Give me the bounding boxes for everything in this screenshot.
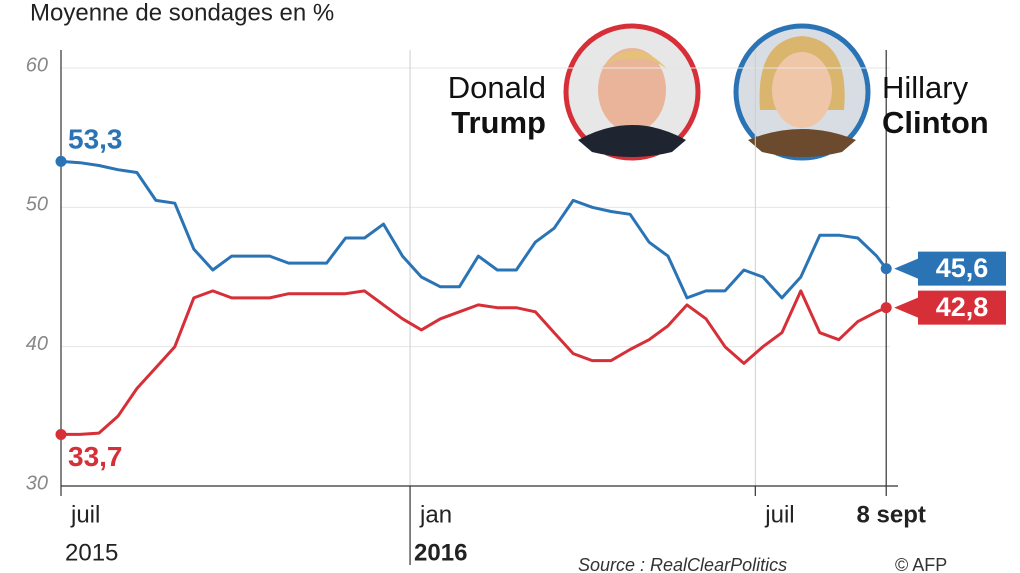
x-tick-label: juil [764,501,794,528]
x-tick-label: jan [419,501,452,528]
x-tick-label: 8 sept [857,501,926,528]
value-label: 53,3 [68,124,123,155]
series-line [61,289,887,436]
credit: © AFP [895,555,947,573]
value-label: 45,6 [936,253,989,283]
end-point [880,263,892,275]
y-tick-label: 40 [26,333,48,355]
trump-photo [563,23,701,161]
legend-first-name: Donald [448,70,546,105]
y-tick-label: 50 [26,194,48,216]
value-label: 33,7 [68,441,123,472]
end-point [55,155,67,167]
x-year-label: 2015 [65,539,118,566]
series-line [60,159,888,300]
chart-title: Moyenne de sondages en % [30,0,334,26]
clinton-photo [733,23,871,161]
x-year-label: 2016 [414,539,467,566]
y-tick-label: 30 [26,472,48,494]
source: Source : RealClearPolitics [578,555,787,573]
end-point [55,428,67,440]
legend-name: Clinton [882,105,989,140]
value-label: 42,8 [936,292,989,322]
label-box [894,290,1006,325]
end-point [880,302,892,314]
legend-first-name: Hillary [882,70,969,105]
legend-name: Trump [451,105,546,140]
label-box [894,251,1006,286]
y-tick-label: 60 [26,54,48,76]
x-tick-label: juil [70,501,100,528]
